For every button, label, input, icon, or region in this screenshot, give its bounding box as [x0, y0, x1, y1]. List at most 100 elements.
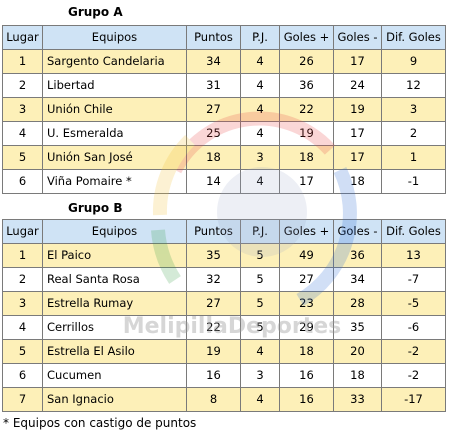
col-header-equipos: Equipos	[42, 25, 187, 50]
footnote: * Equipos con castigo de puntos	[3, 416, 197, 430]
cell-pj: 3	[240, 145, 280, 170]
cell-lugar: 5	[2, 145, 43, 170]
cell-goles-favor: 27	[279, 267, 334, 292]
cell-pj: 5	[240, 291, 280, 316]
cell-goles-favor: 16	[279, 387, 334, 412]
cell-equipo: Libertad	[42, 73, 187, 98]
cell-puntos: 8	[186, 387, 241, 412]
cell-dif-goles: -7	[381, 267, 446, 292]
cell-dif-goles: -1	[381, 169, 446, 194]
cell-lugar: 6	[2, 363, 43, 388]
cell-equipo: Sargento Candelaria	[42, 49, 187, 74]
col-header-dif-goles: Dif. Goles	[381, 25, 446, 50]
cell-puntos: 35	[186, 243, 241, 268]
cell-equipo: Unión San José	[42, 145, 187, 170]
table-row: 3 Unión Chile 27 4 22 19 3	[2, 97, 446, 122]
table-row: 1 El Paico 35 5 49 36 13	[2, 243, 446, 268]
cell-equipo: Estrella El Asilo	[42, 339, 187, 364]
col-header-puntos: Puntos	[186, 219, 241, 244]
cell-equipo: Cerrillos	[42, 315, 187, 340]
cell-goles-contra: 34	[333, 267, 382, 292]
table-row: 2 Libertad 31 4 36 24 12	[2, 73, 446, 98]
cell-lugar: 6	[2, 169, 43, 194]
col-header-puntos: Puntos	[186, 25, 241, 50]
table-row: 4 Cerrillos 22 5 29 35 -6	[2, 315, 446, 340]
cell-puntos: 27	[186, 97, 241, 122]
col-header-pj: P.J.	[240, 219, 280, 244]
group-b-table: Lugar Equipos Puntos P.J. Goles + Goles …	[2, 219, 446, 412]
col-header-goles-favor: Goles +	[279, 25, 334, 50]
table-row: 3 Estrella Rumay 27 5 23 28 -5	[2, 291, 446, 316]
cell-goles-contra: 18	[333, 363, 382, 388]
group-b-title: Grupo B	[68, 201, 123, 215]
cell-goles-contra: 35	[333, 315, 382, 340]
table-row: 6 Cucumen 16 3 16 18 -2	[2, 363, 446, 388]
cell-equipo: Real Santa Rosa	[42, 267, 187, 292]
cell-lugar: 4	[2, 315, 43, 340]
cell-goles-contra: 28	[333, 291, 382, 316]
cell-dif-goles: 9	[381, 49, 446, 74]
cell-puntos: 34	[186, 49, 241, 74]
cell-dif-goles: 3	[381, 97, 446, 122]
group-a-title: Grupo A	[68, 5, 123, 19]
cell-goles-favor: 26	[279, 49, 334, 74]
cell-goles-favor: 49	[279, 243, 334, 268]
table-row: 2 Real Santa Rosa 32 5 27 34 -7	[2, 267, 446, 292]
table-row: 4 U. Esmeralda 25 4 19 17 2	[2, 121, 446, 146]
cell-pj: 4	[240, 49, 280, 74]
col-header-pj: P.J.	[240, 25, 280, 50]
cell-lugar: 1	[2, 243, 43, 268]
cell-puntos: 22	[186, 315, 241, 340]
cell-dif-goles: -17	[381, 387, 446, 412]
cell-lugar: 1	[2, 49, 43, 74]
table-row: 5 Unión San José 18 3 18 17 1	[2, 145, 446, 170]
cell-puntos: 31	[186, 73, 241, 98]
col-header-lugar: Lugar	[2, 25, 43, 50]
cell-lugar: 5	[2, 339, 43, 364]
cell-pj: 4	[240, 339, 280, 364]
cell-goles-contra: 19	[333, 97, 382, 122]
cell-lugar: 7	[2, 387, 43, 412]
cell-puntos: 16	[186, 363, 241, 388]
table-row: 6 Viña Pomaire * 14 4 17 18 -1	[2, 169, 446, 194]
cell-pj: 3	[240, 363, 280, 388]
col-header-dif-goles: Dif. Goles	[381, 219, 446, 244]
cell-pj: 5	[240, 243, 280, 268]
cell-dif-goles: -2	[381, 339, 446, 364]
cell-dif-goles: -2	[381, 363, 446, 388]
cell-lugar: 3	[2, 291, 43, 316]
cell-goles-favor: 36	[279, 73, 334, 98]
cell-pj: 5	[240, 267, 280, 292]
col-header-lugar: Lugar	[2, 219, 43, 244]
cell-lugar: 2	[2, 267, 43, 292]
table-header-row: Lugar Equipos Puntos P.J. Goles + Goles …	[2, 25, 446, 50]
table-row: 5 Estrella El Asilo 19 4 18 20 -2	[2, 339, 446, 364]
col-header-goles-contra: Goles -	[333, 219, 382, 244]
cell-pj: 4	[240, 169, 280, 194]
cell-puntos: 14	[186, 169, 241, 194]
cell-equipo: Estrella Rumay	[42, 291, 187, 316]
cell-pj: 5	[240, 315, 280, 340]
table-row: 1 Sargento Candelaria 34 4 26 17 9	[2, 49, 446, 74]
cell-puntos: 19	[186, 339, 241, 364]
cell-goles-contra: 17	[333, 145, 382, 170]
cell-goles-favor: 23	[279, 291, 334, 316]
col-header-equipos: Equipos	[42, 219, 187, 244]
cell-lugar: 4	[2, 121, 43, 146]
cell-goles-favor: 18	[279, 339, 334, 364]
table-header-row: Lugar Equipos Puntos P.J. Goles + Goles …	[2, 219, 446, 244]
cell-goles-favor: 16	[279, 363, 334, 388]
cell-goles-contra: 36	[333, 243, 382, 268]
cell-goles-favor: 22	[279, 97, 334, 122]
cell-pj: 4	[240, 73, 280, 98]
cell-puntos: 25	[186, 121, 241, 146]
cell-dif-goles: 13	[381, 243, 446, 268]
cell-puntos: 27	[186, 291, 241, 316]
cell-pj: 4	[240, 387, 280, 412]
col-header-goles-contra: Goles -	[333, 25, 382, 50]
cell-goles-favor: 18	[279, 145, 334, 170]
cell-puntos: 18	[186, 145, 241, 170]
cell-equipo: Unión Chile	[42, 97, 187, 122]
cell-goles-contra: 24	[333, 73, 382, 98]
cell-dif-goles: -5	[381, 291, 446, 316]
